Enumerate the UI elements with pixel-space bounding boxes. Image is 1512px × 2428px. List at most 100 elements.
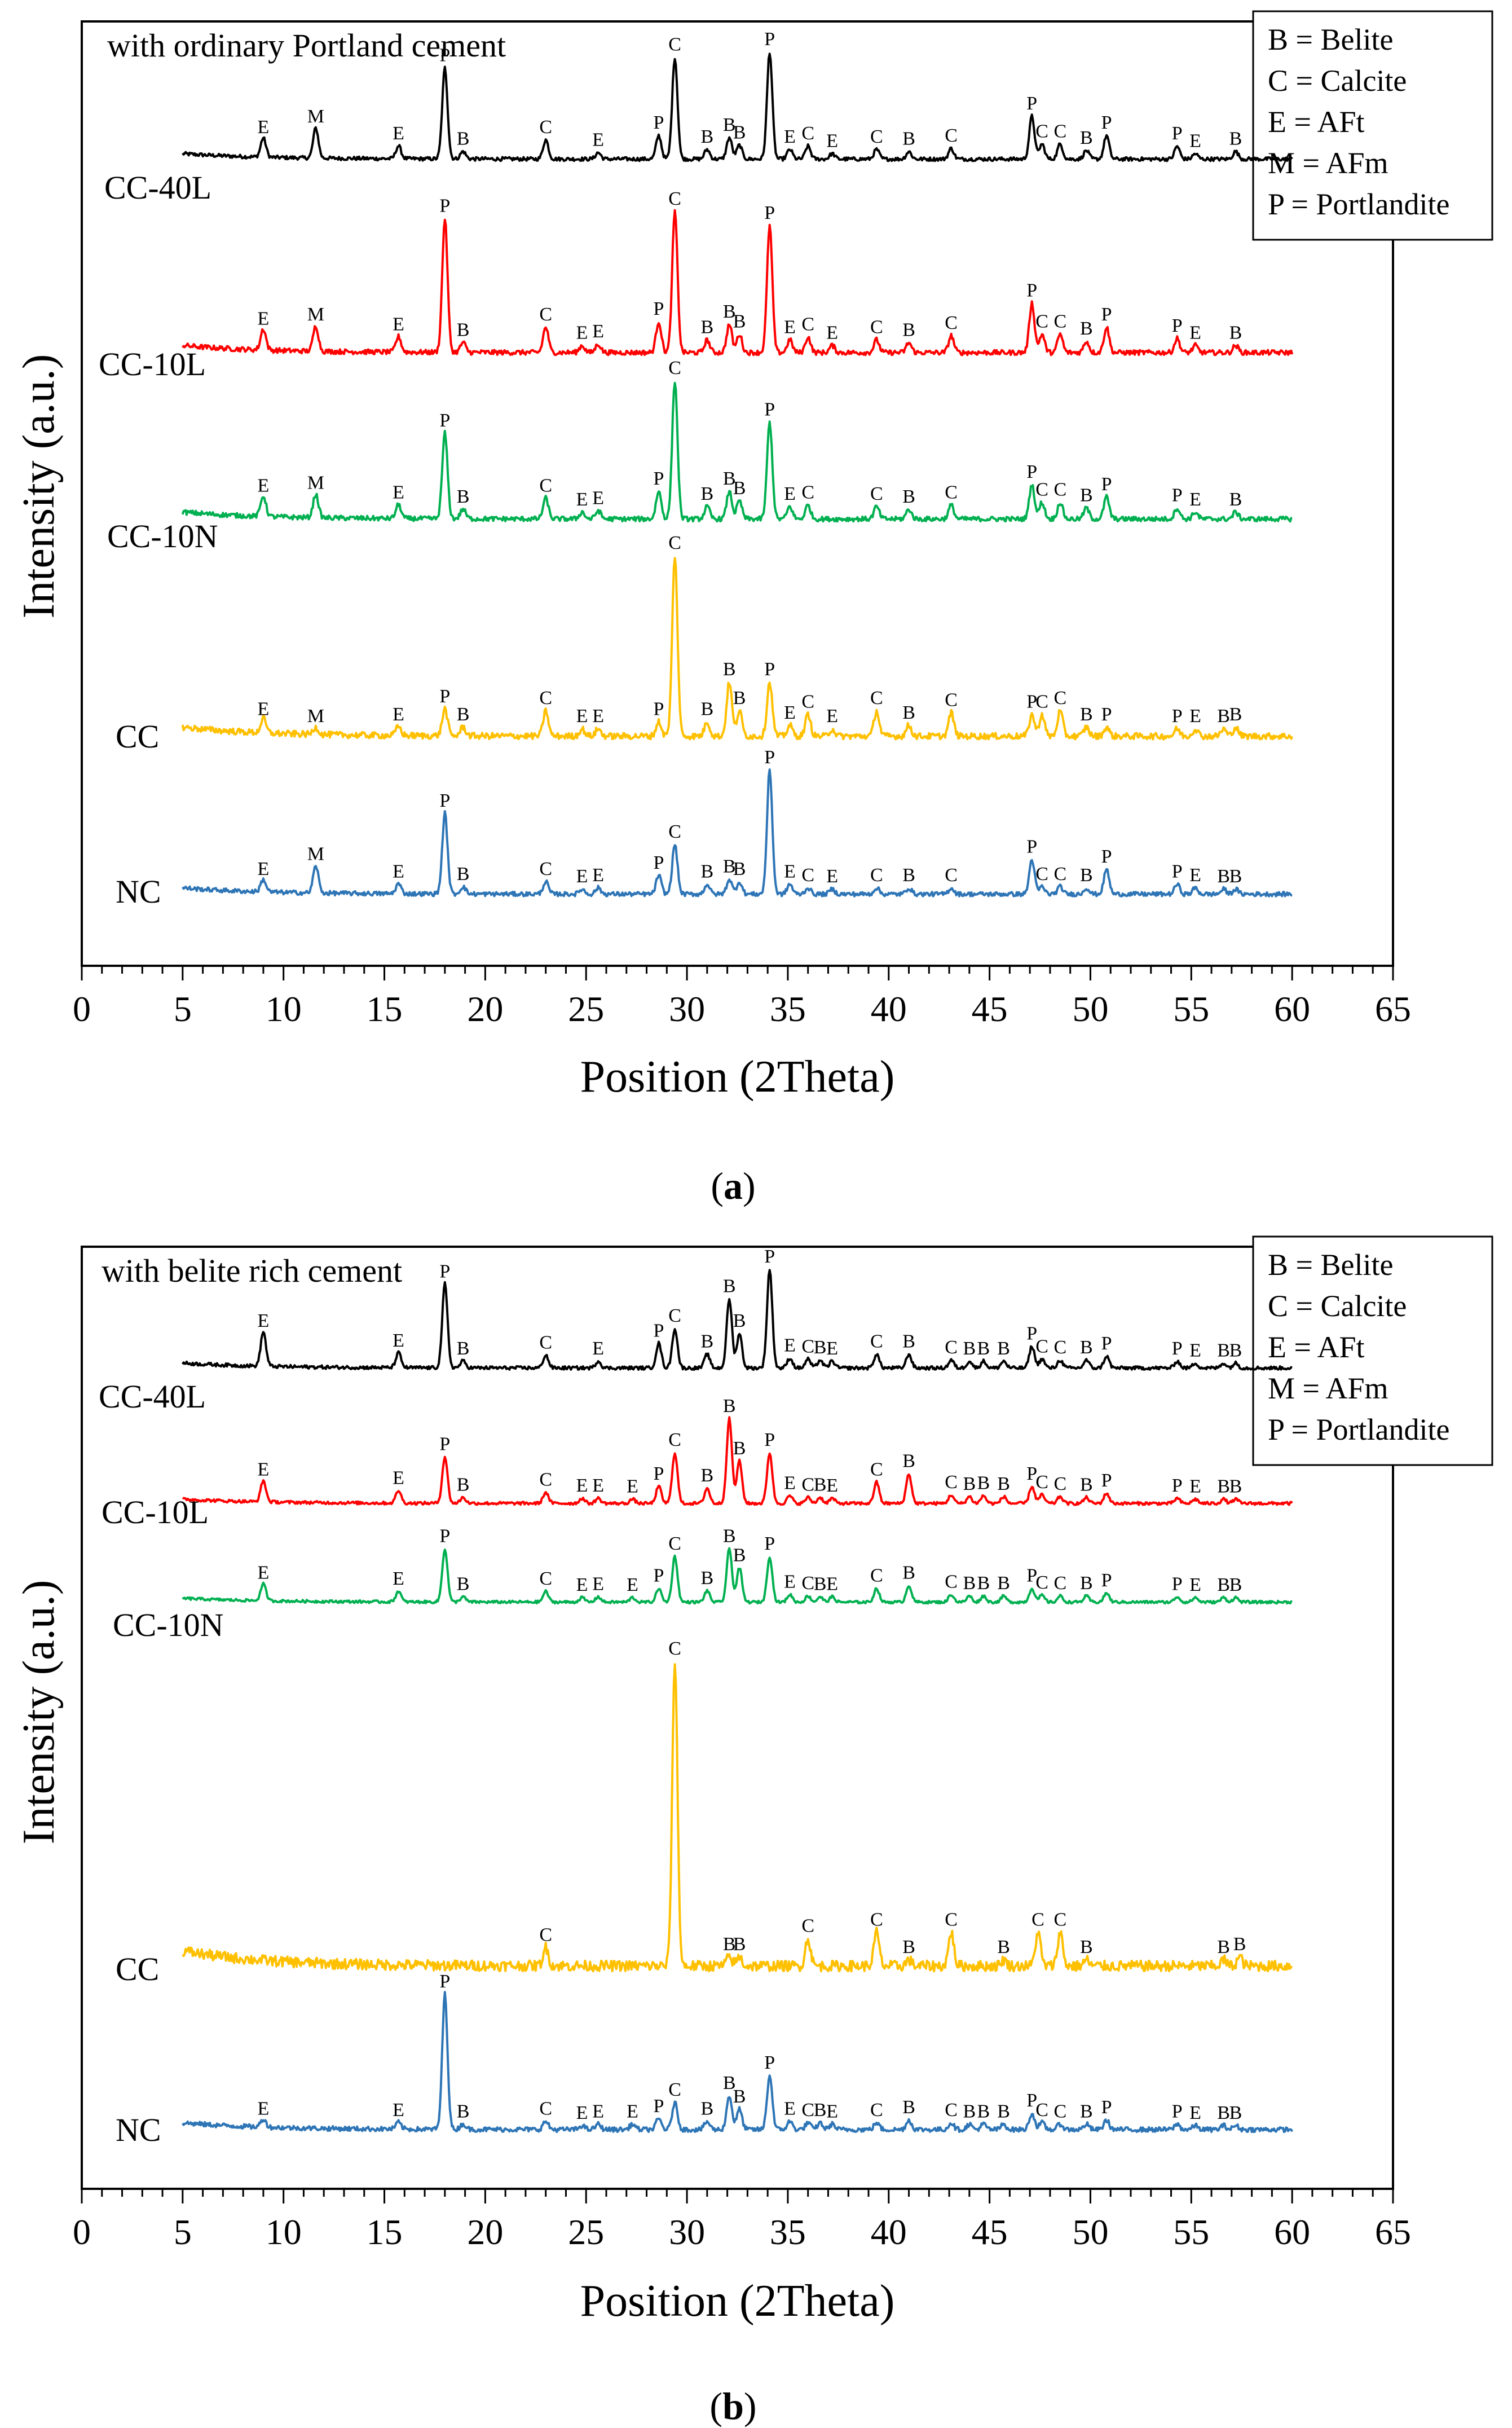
peak-label: C <box>801 1573 814 1594</box>
x-tick-label: 30 <box>669 2212 705 2252</box>
peak-label: C <box>668 1533 681 1554</box>
peak-label: E <box>592 706 604 727</box>
peak-label: E <box>592 1338 604 1359</box>
peak-label: C <box>1035 311 1048 332</box>
peak-label: C <box>539 859 552 879</box>
peak-label: P <box>654 468 664 489</box>
peak-label: C <box>1031 1910 1044 1930</box>
peak-label: B <box>977 1338 990 1359</box>
peak-label: B <box>1080 1475 1093 1495</box>
peak-label: E <box>826 706 838 727</box>
x-tick-label: 55 <box>1173 989 1209 1029</box>
peak-label: B <box>997 1573 1010 1594</box>
peak-label: B <box>1080 127 1093 148</box>
peak-label: B <box>902 702 915 723</box>
peak-label: B <box>902 1331 915 1352</box>
series-label: NC <box>116 873 161 910</box>
peak-label: E <box>784 483 796 504</box>
legend-entry: B = Belite <box>1268 23 1393 56</box>
peak-label: C <box>801 692 814 712</box>
peak-label: C <box>801 314 814 335</box>
peak-label: B <box>1229 704 1242 725</box>
peak-label: C <box>945 1337 958 1358</box>
peak-label: P <box>439 1261 450 1282</box>
peak-label: E <box>576 1475 588 1496</box>
peak-label: E <box>826 2101 838 2122</box>
x-tick-label: 25 <box>568 2212 604 2252</box>
x-tick-label: 35 <box>770 989 806 1029</box>
peak-label: P <box>764 399 775 420</box>
peak-label: E <box>393 861 404 882</box>
peak-label: P <box>1101 1470 1112 1491</box>
peak-label: M <box>307 706 324 727</box>
peak-label: C <box>668 1305 681 1326</box>
x-tick-label: 5 <box>174 2212 192 2252</box>
peak-label: P <box>764 203 775 223</box>
peak-label: B <box>814 1337 827 1358</box>
x-tick-label: 55 <box>1173 2212 1209 2252</box>
peak-label: B <box>997 2101 1010 2122</box>
peak-label: C <box>668 821 681 842</box>
peak-label: B <box>977 1473 990 1494</box>
peak-label: E <box>784 126 796 147</box>
peak-label: C <box>668 1638 681 1659</box>
legend-entry: C = Calcite <box>1268 1289 1407 1323</box>
peak-label: E <box>258 1459 270 1480</box>
legend-entry: P = Portlandite <box>1268 1413 1449 1446</box>
series-label: CC-10N <box>107 518 218 555</box>
peak-label: C <box>1035 121 1048 142</box>
peak-label: B <box>1217 1937 1230 1958</box>
peak-label: E <box>826 866 838 887</box>
peak-label: C <box>870 1459 883 1480</box>
peak-label: B <box>701 2099 714 2119</box>
x-tick-label: 15 <box>367 2212 403 2252</box>
peak-label: P <box>654 852 664 873</box>
peak-label: E <box>1189 1476 1201 1497</box>
peak-label: P <box>439 196 450 217</box>
peak-label: B <box>701 126 714 147</box>
peak-label: P <box>439 45 450 66</box>
legend: B = Belite C = Calcite E = AFt M = AFm P = P… <box>1252 10 1493 241</box>
x-tick-label: 0 <box>73 2212 91 2252</box>
panel-caption: (b) <box>709 2385 756 2427</box>
peak-label: B <box>814 2100 827 2121</box>
peak-label: C <box>668 1429 681 1450</box>
x-tick-label: 15 <box>367 989 403 1029</box>
peak-label: P <box>1101 1333 1112 1354</box>
peak-label: C <box>801 123 814 144</box>
peak-label: B <box>997 1338 1010 1359</box>
peak-label: P <box>1101 704 1112 725</box>
peak-label: B <box>1217 866 1230 887</box>
plot-frame <box>81 20 1394 967</box>
peak-label: B <box>723 1526 736 1547</box>
peak-label: E <box>826 1475 838 1496</box>
x-tick-label: 60 <box>1274 989 1310 1029</box>
peak-label: B <box>1229 866 1242 887</box>
peak-label: C <box>1035 1472 1048 1493</box>
peak-label: P <box>439 1434 450 1455</box>
peak-label: C <box>945 482 958 503</box>
peak-label: C <box>1053 1337 1066 1358</box>
panel-title: with belite rich cement <box>102 1252 402 1289</box>
series-label: CC-40L <box>99 1378 206 1415</box>
peak-label: P <box>439 790 450 811</box>
x-tick-label: 40 <box>871 989 907 1029</box>
peak-label: B <box>963 1473 976 1494</box>
peak-label: E <box>627 1574 638 1595</box>
peak-label: B <box>457 1475 470 1495</box>
x-tick-label: 0 <box>73 989 91 1029</box>
peak-label: E <box>393 2100 404 2121</box>
peak-label: C <box>870 1910 883 1930</box>
x-tick-label: 10 <box>266 2212 302 2252</box>
peak-label: E <box>1189 706 1201 727</box>
peak-label: E <box>258 475 270 496</box>
peak-label: M <box>307 106 324 127</box>
peak-label: C <box>801 1915 814 1936</box>
panel-caption: (a) <box>711 1164 755 1207</box>
peak-label: P <box>1026 836 1037 857</box>
peak-label: P <box>1026 1323 1037 1344</box>
peak-label: P <box>1026 93 1037 114</box>
peak-label: P <box>654 1565 664 1586</box>
peak-label: P <box>1172 485 1183 505</box>
